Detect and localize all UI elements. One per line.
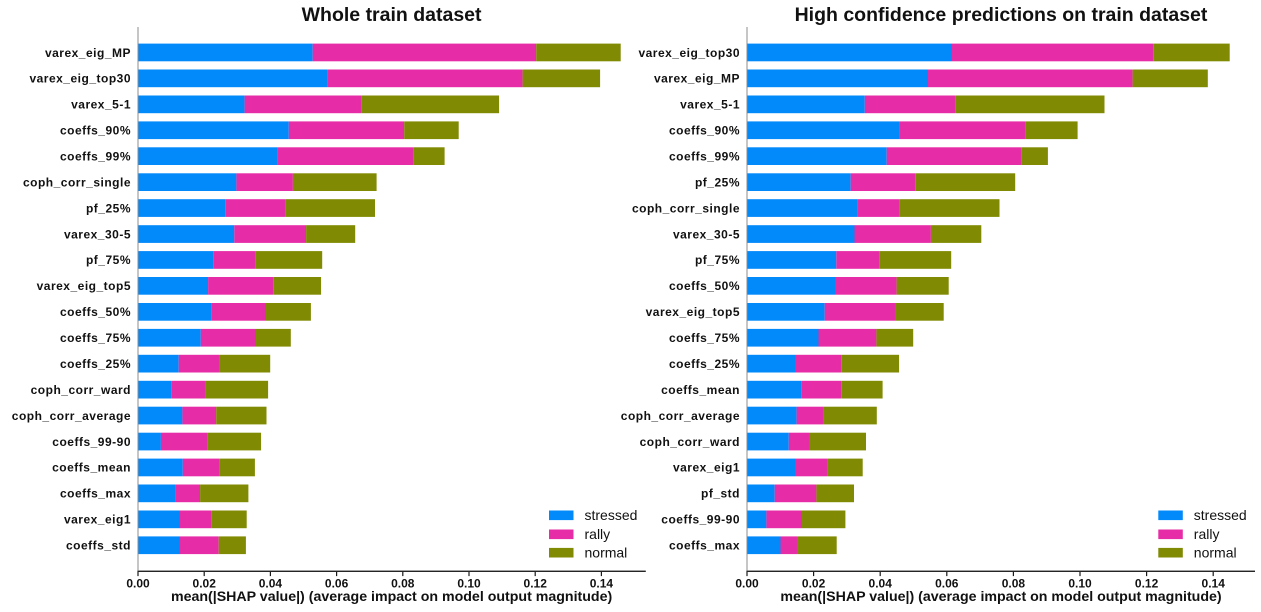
svg-text:pf_25%: pf_25% bbox=[86, 201, 131, 215]
svg-text:coeffs_std: coeffs_std bbox=[66, 539, 131, 553]
svg-text:coph_corr_average: coph_corr_average bbox=[621, 409, 740, 423]
svg-text:varex_eig_MP: varex_eig_MP bbox=[654, 72, 740, 86]
svg-text:coeffs_mean: coeffs_mean bbox=[52, 461, 131, 475]
svg-text:mean(|SHAP value|) (average im: mean(|SHAP value|) (average impact on mo… bbox=[171, 589, 613, 605]
svg-text:normal: normal bbox=[585, 545, 628, 561]
svg-text:varex_5-1: varex_5-1 bbox=[680, 98, 740, 112]
svg-text:coeffs_90%: coeffs_90% bbox=[60, 124, 131, 138]
svg-text:coph_corr_ward: coph_corr_ward bbox=[640, 435, 740, 449]
svg-text:coeffs_75%: coeffs_75% bbox=[669, 331, 740, 345]
svg-text:rally: rally bbox=[585, 526, 611, 542]
svg-text:coeffs_50%: coeffs_50% bbox=[60, 305, 131, 319]
svg-text:0.12: 0.12 bbox=[524, 577, 548, 591]
svg-text:coeffs_max: coeffs_max bbox=[60, 487, 131, 501]
svg-text:coeffs_25%: coeffs_25% bbox=[669, 357, 740, 371]
svg-text:varex_eig_top5: varex_eig_top5 bbox=[37, 279, 131, 293]
svg-text:0.08: 0.08 bbox=[1002, 577, 1026, 591]
svg-text:coph_corr_single: coph_corr_single bbox=[23, 175, 131, 189]
svg-text:normal: normal bbox=[1194, 545, 1237, 561]
svg-text:pf_75%: pf_75% bbox=[695, 253, 740, 267]
svg-text:0.12: 0.12 bbox=[1135, 577, 1159, 591]
svg-text:varex_eig_top5: varex_eig_top5 bbox=[646, 305, 740, 319]
svg-text:0.10: 0.10 bbox=[1068, 577, 1092, 591]
svg-text:rally: rally bbox=[1194, 526, 1220, 542]
svg-text:pf_75%: pf_75% bbox=[86, 253, 131, 267]
svg-text:0.14: 0.14 bbox=[1202, 577, 1226, 591]
svg-text:coeffs_99%: coeffs_99% bbox=[669, 150, 740, 164]
svg-text:0.00: 0.00 bbox=[735, 577, 759, 591]
svg-text:stressed: stressed bbox=[1194, 507, 1247, 523]
svg-text:coph_corr_average: coph_corr_average bbox=[12, 409, 131, 423]
svg-text:0.08: 0.08 bbox=[391, 577, 415, 591]
svg-text:pf_std: pf_std bbox=[701, 487, 740, 501]
svg-text:0.06: 0.06 bbox=[325, 577, 349, 591]
svg-text:Whole train dataset: Whole train dataset bbox=[302, 4, 482, 26]
svg-text:coeffs_75%: coeffs_75% bbox=[60, 331, 131, 345]
svg-text:High confidence predictions on: High confidence predictions on train dat… bbox=[795, 4, 1208, 26]
svg-text:coph_corr_single: coph_corr_single bbox=[632, 201, 740, 215]
svg-text:varex_30-5: varex_30-5 bbox=[673, 227, 740, 241]
svg-text:coeffs_99-90: coeffs_99-90 bbox=[52, 435, 131, 449]
svg-text:varex_eig_MP: varex_eig_MP bbox=[45, 46, 131, 60]
svg-text:stressed: stressed bbox=[585, 507, 638, 523]
svg-text:coph_corr_ward: coph_corr_ward bbox=[31, 383, 131, 397]
svg-text:coeffs_90%: coeffs_90% bbox=[669, 124, 740, 138]
svg-text:0.06: 0.06 bbox=[935, 577, 959, 591]
svg-text:varex_30-5: varex_30-5 bbox=[64, 227, 131, 241]
svg-text:coeffs_99-90: coeffs_99-90 bbox=[661, 513, 740, 527]
svg-text:varex_eig_top30: varex_eig_top30 bbox=[29, 72, 131, 86]
svg-text:0.00: 0.00 bbox=[126, 577, 150, 591]
svg-text:0.04: 0.04 bbox=[869, 577, 893, 591]
svg-text:coeffs_mean: coeffs_mean bbox=[661, 383, 740, 397]
svg-text:varex_eig_top30: varex_eig_top30 bbox=[638, 46, 740, 60]
svg-text:coeffs_max: coeffs_max bbox=[669, 539, 740, 553]
svg-text:0.04: 0.04 bbox=[259, 577, 283, 591]
svg-text:varex_5-1: varex_5-1 bbox=[71, 98, 131, 112]
svg-text:varex_eig1: varex_eig1 bbox=[673, 461, 740, 475]
svg-text:coeffs_50%: coeffs_50% bbox=[669, 279, 740, 293]
svg-text:coeffs_25%: coeffs_25% bbox=[60, 357, 131, 371]
svg-text:varex_eig1: varex_eig1 bbox=[64, 513, 131, 527]
svg-text:coeffs_99%: coeffs_99% bbox=[60, 150, 131, 164]
svg-text:0.02: 0.02 bbox=[193, 577, 217, 591]
svg-text:pf_25%: pf_25% bbox=[695, 175, 740, 189]
svg-text:mean(|SHAP value|) (average im: mean(|SHAP value|) (average impact on mo… bbox=[780, 589, 1222, 605]
svg-text:0.14: 0.14 bbox=[590, 577, 614, 591]
svg-text:0.10: 0.10 bbox=[457, 577, 481, 591]
svg-text:0.02: 0.02 bbox=[802, 577, 826, 591]
